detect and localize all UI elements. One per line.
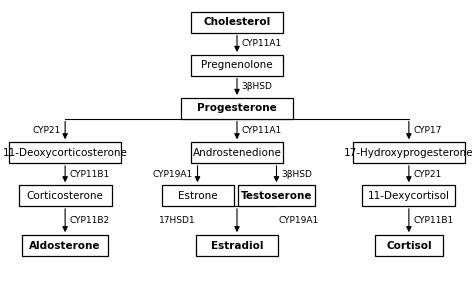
FancyBboxPatch shape xyxy=(353,142,465,163)
FancyBboxPatch shape xyxy=(162,185,234,206)
Text: Testoserone: Testoserone xyxy=(241,190,312,201)
FancyBboxPatch shape xyxy=(191,12,283,33)
Text: CYP11B1: CYP11B1 xyxy=(413,216,454,225)
Text: 11-Deoxycorticosterone: 11-Deoxycorticosterone xyxy=(3,148,128,158)
Text: Corticosterone: Corticosterone xyxy=(27,190,103,201)
Text: CYP11A1: CYP11A1 xyxy=(242,39,282,48)
Text: Aldosterone: Aldosterone xyxy=(29,241,101,250)
FancyBboxPatch shape xyxy=(191,142,283,163)
Text: 11-Dexycortisol: 11-Dexycortisol xyxy=(368,190,450,201)
FancyBboxPatch shape xyxy=(196,235,278,256)
Text: 17HSD1: 17HSD1 xyxy=(159,216,195,225)
Text: CYP11B1: CYP11B1 xyxy=(70,170,110,179)
Text: Estradiol: Estradiol xyxy=(211,241,263,250)
Text: CYP21: CYP21 xyxy=(32,126,61,135)
Text: 3βHSD: 3βHSD xyxy=(281,170,312,179)
Text: CYP11A1: CYP11A1 xyxy=(242,126,282,135)
FancyBboxPatch shape xyxy=(9,142,121,163)
Text: 17-Hydroxyprogesterone: 17-Hydroxyprogesterone xyxy=(344,148,474,158)
Text: CYP19A1: CYP19A1 xyxy=(279,216,319,225)
Text: CYP21: CYP21 xyxy=(413,170,442,179)
Text: Progesterone: Progesterone xyxy=(197,103,277,113)
FancyBboxPatch shape xyxy=(22,235,108,256)
Text: CYP17: CYP17 xyxy=(413,126,442,135)
Text: 3βHSD: 3βHSD xyxy=(242,82,273,91)
FancyBboxPatch shape xyxy=(181,98,293,119)
Text: CYP19A1: CYP19A1 xyxy=(153,170,193,179)
Text: Cortisol: Cortisol xyxy=(386,241,432,250)
FancyBboxPatch shape xyxy=(375,235,443,256)
Text: Cholesterol: Cholesterol xyxy=(203,17,271,27)
Text: CYP11B2: CYP11B2 xyxy=(70,216,110,225)
FancyBboxPatch shape xyxy=(238,185,315,206)
FancyBboxPatch shape xyxy=(18,185,111,206)
FancyBboxPatch shape xyxy=(191,55,283,76)
Text: Estrone: Estrone xyxy=(178,190,217,201)
Text: Androstenedione: Androstenedione xyxy=(192,148,282,158)
Text: Pregnenolone: Pregnenolone xyxy=(201,60,273,70)
FancyBboxPatch shape xyxy=(363,185,456,206)
